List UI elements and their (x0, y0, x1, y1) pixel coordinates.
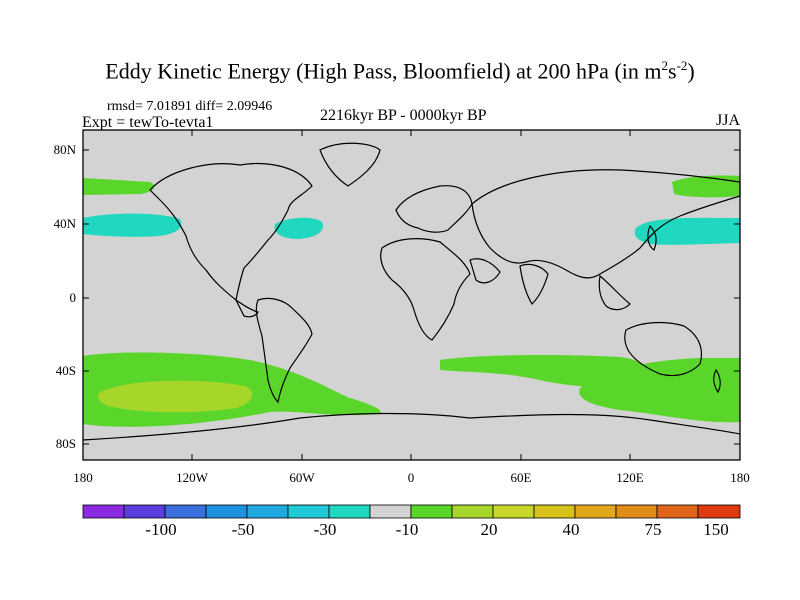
colorbar-label: 20 (480, 520, 498, 539)
x-ticks (82, 130, 741, 460)
colorbar-box (656, 504, 699, 519)
colorbar-box (451, 504, 494, 519)
y-ticks (83, 149, 740, 445)
colorbar-label: -100 (145, 520, 177, 539)
colorbar-box (82, 504, 125, 519)
coast-japan (647, 224, 657, 251)
experiment-label: Expt = tewTo-tevta1 (82, 114, 214, 131)
anomaly-cyan-north-pacific (83, 213, 182, 237)
colorbar-box (246, 504, 289, 519)
coast-greenland (319, 142, 381, 187)
x-label: 180 (730, 470, 750, 485)
y-label: 80N (53, 142, 76, 157)
colorbar-box (410, 504, 453, 519)
colorbar-label: 75 (644, 520, 662, 539)
y-label: 80S (55, 436, 76, 451)
x-label: 0 (407, 470, 415, 485)
colorbar-label: 150 (703, 520, 729, 539)
colorbar-label: -10 (395, 520, 419, 539)
x-label: 120E (616, 470, 644, 485)
colorbar-label: -50 (231, 520, 255, 539)
colorbar-box (492, 504, 535, 519)
coast-southeast-asia (598, 274, 631, 311)
x-label: 180 (73, 470, 93, 485)
coast-africa (380, 238, 471, 341)
colorbar (82, 504, 741, 519)
y-label: 40S (55, 363, 76, 378)
colorbar-label: -30 (313, 520, 337, 539)
coast-central-america (234, 298, 259, 318)
anomaly-cyan-north-atlantic (274, 217, 323, 239)
anomaly-cyan-northwest-pacific (634, 217, 740, 245)
colorbar-box (123, 504, 166, 519)
colorbar-box (697, 504, 741, 519)
coast-india (519, 263, 549, 305)
coast-europe (395, 185, 473, 233)
anomaly-patches (83, 175, 740, 427)
colorbar-box (164, 504, 207, 519)
colorbar-box (328, 504, 371, 519)
plot-title: Eddy Kinetic Energy (High Pass, Bloomfie… (105, 58, 695, 84)
coast-antarctica (82, 412, 741, 441)
colorbar-box (615, 504, 658, 519)
colorbar-box (369, 504, 412, 519)
coast-australia (624, 321, 703, 377)
y-label: 40N (53, 216, 76, 231)
coast-arabia (469, 258, 501, 284)
x-label: 60E (510, 470, 532, 485)
colorbar-box (287, 504, 330, 519)
anomaly-green-north-pacific (83, 178, 155, 195)
colorbar-box (205, 504, 248, 519)
anomaly-green-southern-indian (440, 355, 647, 388)
x-label: 60W (289, 470, 315, 485)
coast-asia (471, 169, 741, 279)
coast-south-america (255, 297, 313, 404)
x-label: 120W (176, 470, 208, 485)
coast-new-zealand (713, 368, 721, 394)
colorbar-box (574, 504, 617, 519)
colorbar-box (533, 504, 576, 519)
period-label: 2216kyr BP - 0000kyr BP (320, 107, 487, 124)
anomaly-green-north-east (672, 175, 740, 198)
coast-north-america (149, 162, 313, 302)
rmsd-diff-stats: rmsd= 7.01891 diff= 2.09946 (107, 99, 273, 114)
colorbar-label: 40 (562, 520, 580, 539)
y-label: 0 (69, 290, 77, 305)
season-label: JJA (716, 112, 741, 129)
coastlines (82, 142, 741, 441)
anomaly-green-southern-east (579, 358, 740, 423)
anomaly-yellowgreen-south-pacific (98, 380, 253, 413)
